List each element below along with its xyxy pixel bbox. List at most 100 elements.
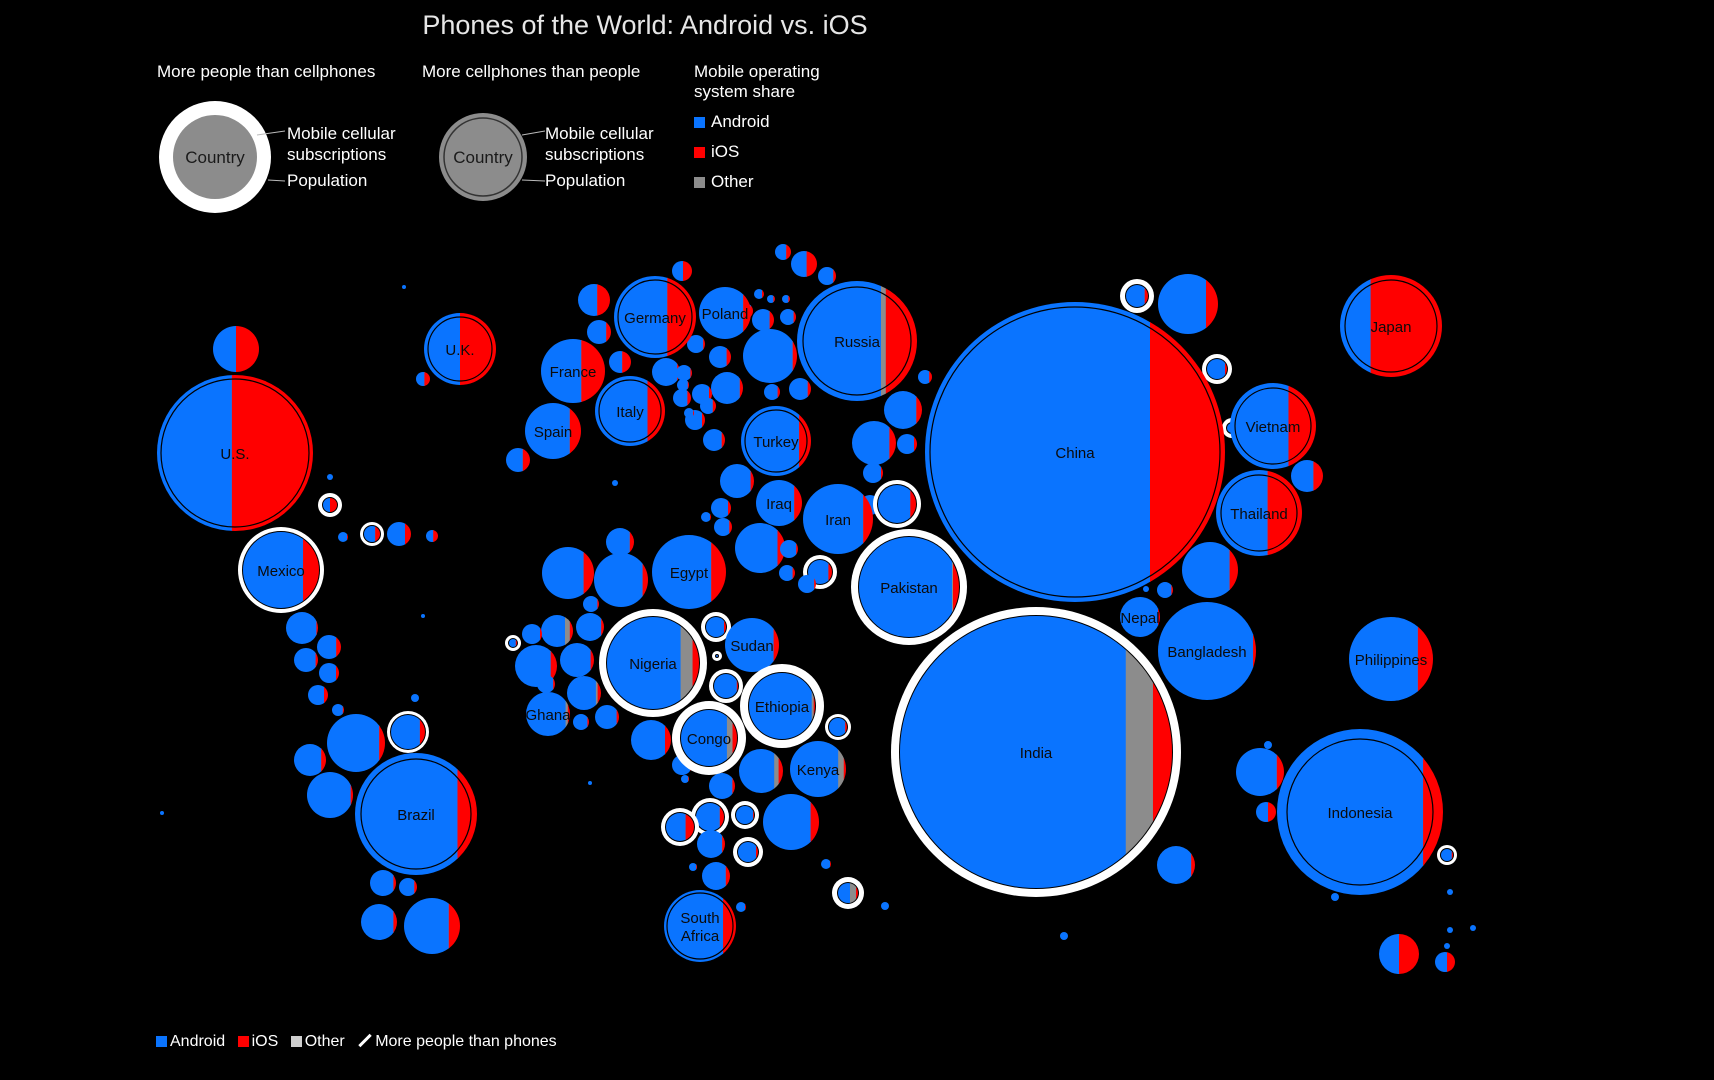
bubble-small	[711, 498, 731, 518]
bubble-small	[1470, 925, 1476, 931]
bubble-small	[764, 384, 780, 400]
bubble-small	[789, 378, 811, 400]
country-label: U.K.	[445, 342, 474, 359]
bubble-small	[672, 261, 692, 281]
bubble-ethiopia: Ethiopia	[740, 664, 824, 748]
bubble-small	[286, 612, 318, 644]
country-label: Turkey	[753, 434, 799, 451]
country-label: Philippines	[1355, 652, 1428, 669]
bubble-small	[691, 798, 729, 836]
country-label: Ghana	[525, 707, 571, 724]
bubble-small	[701, 512, 711, 522]
bubble-small	[780, 309, 796, 325]
legend-share-ios: iOS	[694, 142, 770, 162]
bubble-vietnam: Vietnam	[1230, 383, 1316, 469]
bubble-mexico: Mexico	[238, 527, 324, 613]
bubble-small	[676, 365, 692, 381]
country-label: Mexico	[257, 563, 305, 580]
bubble-small	[881, 902, 889, 910]
country-label: Pakistan	[880, 580, 938, 597]
bubble-small	[370, 870, 396, 896]
legend-subscriptions-disc	[173, 115, 257, 199]
bubble-small	[560, 643, 594, 677]
bubble-congo: Congo	[672, 701, 746, 775]
bubble-small	[541, 615, 573, 647]
bubble-small	[720, 464, 754, 498]
bubble-small	[1182, 542, 1238, 598]
bubble-small	[763, 794, 819, 850]
bubble-small	[160, 811, 164, 815]
bubble-small	[294, 744, 326, 776]
bubble-small	[884, 391, 922, 429]
bubble-small	[319, 663, 339, 683]
bubble-small	[1437, 845, 1457, 865]
bottom-legend-ios: iOS	[237, 1033, 278, 1050]
bubble-iraq: Iraq	[756, 480, 802, 526]
bottom-legend-more-people: More people than phones	[357, 1033, 557, 1050]
bubble-small	[1157, 582, 1173, 598]
bubble-small	[567, 676, 601, 710]
country-label: Africa	[681, 928, 720, 945]
bubble-bangladesh: Bangladesh	[1158, 602, 1256, 700]
country-label: China	[1055, 445, 1095, 462]
bubble-small	[1158, 274, 1218, 334]
legend-population-ring-2	[443, 117, 523, 197]
bubble-small	[587, 320, 611, 344]
bubble-small	[714, 518, 732, 536]
bubble-small	[677, 379, 689, 391]
bubble-small	[594, 553, 648, 607]
country-label: Brazil	[397, 807, 435, 824]
bubble-indonesia: Indonesia	[1277, 729, 1443, 895]
country-label: Poland	[702, 306, 749, 323]
bubble-small	[332, 704, 344, 716]
bubble-small	[612, 480, 618, 486]
bubble-small	[731, 801, 759, 829]
bubble-small	[338, 532, 348, 542]
bubble-small	[307, 772, 353, 818]
bubble-small	[213, 326, 259, 372]
bubble-small	[506, 448, 530, 472]
bubble-small	[578, 284, 610, 316]
country-label: Nepal	[1120, 610, 1159, 627]
bubble-turkey: Turkey	[741, 406, 811, 476]
bubble-russia: Russia	[797, 281, 917, 401]
bubble-small	[825, 714, 851, 740]
country-label: Egypt	[670, 565, 709, 582]
bubble-small	[1379, 934, 1419, 974]
bubble-sudan: Sudan	[725, 618, 779, 672]
bubble-small	[318, 493, 342, 517]
bottom-legend: Android iOS Other More people than phone…	[156, 1033, 565, 1051]
bubble-small	[661, 808, 699, 846]
country-label: Nigeria	[629, 656, 677, 673]
country-label: Russia	[834, 334, 881, 351]
legend-more-phones-title: More cellphones than people	[422, 62, 641, 81]
bubble-small	[743, 329, 797, 383]
bubble-china: China	[925, 302, 1225, 602]
bubble-small	[873, 480, 921, 528]
bubble-small	[1447, 927, 1453, 933]
legend-more-people-diagram: Country	[159, 101, 285, 213]
bubble-small	[573, 714, 589, 730]
bubble-small	[697, 830, 725, 858]
country-label: U.S.	[220, 446, 249, 463]
bottom-legend-other: Other	[290, 1033, 345, 1050]
bubble-germany: Germany	[614, 276, 696, 358]
legend-example-country: Country	[185, 148, 245, 167]
bubble-small	[779, 565, 795, 581]
bubble-small	[818, 267, 836, 285]
legend-share-other: Other	[694, 172, 770, 192]
country-label: Germany	[624, 310, 686, 327]
bubble-small	[1120, 279, 1154, 313]
bubble-small	[863, 463, 883, 483]
bubble-u-k-: U.K.	[424, 313, 496, 385]
bubble-small	[404, 898, 460, 954]
legend-example-country-2: Country	[453, 148, 513, 167]
country-label: India	[1020, 745, 1053, 762]
bubble-small	[780, 540, 798, 558]
legend-population-label: Population	[287, 171, 368, 190]
bubble-small	[411, 694, 419, 702]
country-label: Bangladesh	[1167, 644, 1246, 661]
bubble-small	[522, 624, 542, 644]
bubble-small	[712, 651, 722, 661]
